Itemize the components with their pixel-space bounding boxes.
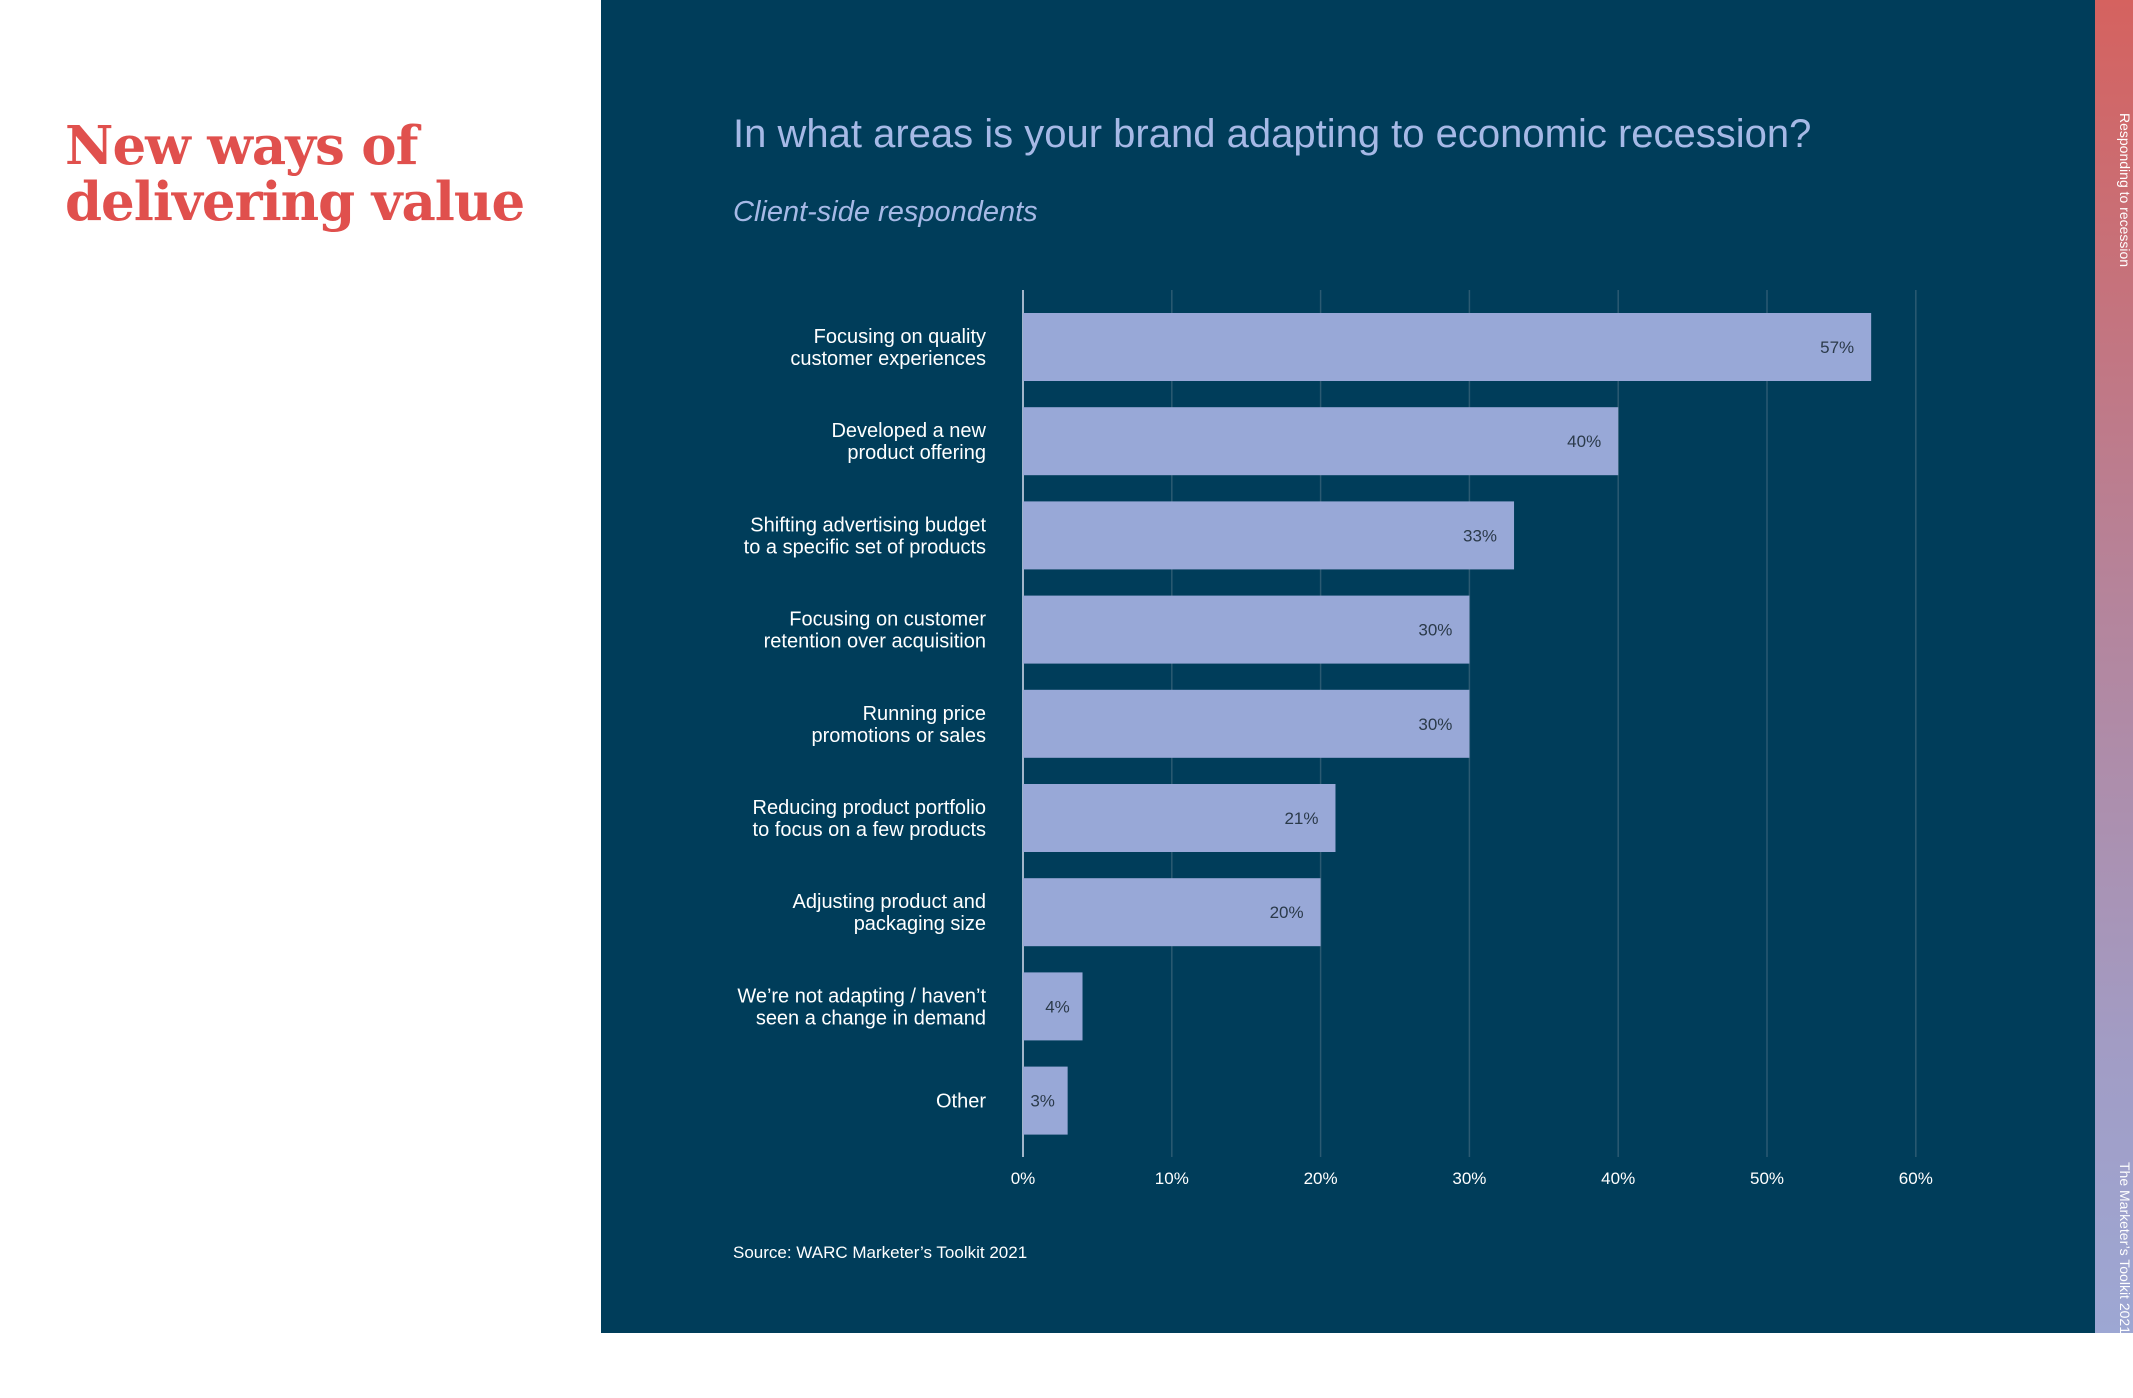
bar bbox=[1023, 407, 1619, 476]
category-label-line: Reducing product portfolio bbox=[753, 797, 986, 819]
category-label-line: Adjusting product and bbox=[793, 891, 986, 913]
bar-value-label: 40% bbox=[1567, 432, 1601, 451]
category-label-line: Shifting advertising budget bbox=[750, 514, 986, 536]
category-label-line: seen a change in demand bbox=[756, 1007, 986, 1029]
bar-value-label: 57% bbox=[1820, 338, 1854, 357]
bar bbox=[1023, 784, 1336, 852]
section-label: Responding to recession bbox=[2117, 112, 2133, 268]
bar bbox=[1023, 595, 1470, 664]
bar-chart: 0% 10% 20% 30% 40% 50% 60% 57% Focusing on quali… bbox=[737, 290, 1933, 1188]
category-label-line: customer experiences bbox=[790, 348, 986, 370]
category-label: We’re not adapting / haven’t seen a chang… bbox=[737, 985, 986, 1029]
bar-value-label: 21% bbox=[1284, 809, 1318, 828]
category-label: Adjusting product and packaging size bbox=[793, 891, 986, 935]
category-label-line: product offering bbox=[847, 442, 986, 464]
bar-value-label: 4% bbox=[1045, 997, 1070, 1016]
category-label-line: retention over acquisition bbox=[764, 631, 986, 653]
source-note: Source: WARC Marketer’s Toolkit 2021 bbox=[733, 1243, 1028, 1262]
chart-panel bbox=[601, 0, 2095, 1333]
bar-value-label: 20% bbox=[1270, 903, 1304, 922]
category-label-line: to a specific set of products bbox=[744, 536, 986, 558]
bar bbox=[1023, 1066, 1068, 1135]
page-heading: New ways of delivering value bbox=[65, 118, 565, 230]
bar bbox=[1023, 313, 1872, 381]
bar bbox=[1023, 972, 1083, 1041]
x-tick-label: 40% bbox=[1601, 1169, 1635, 1188]
bar-value-label: 3% bbox=[1030, 1092, 1055, 1111]
heading-line-2: delivering value bbox=[65, 171, 525, 233]
category-label-line: We’re not adapting / haven’t bbox=[737, 985, 986, 1007]
category-label: Developed a new product offering bbox=[831, 420, 986, 464]
category-label-line: Focusing on quality bbox=[814, 326, 986, 348]
publication-label: The Marketer’s Toolkit 2021 bbox=[2117, 1162, 2133, 1334]
category-label: Running price promotions or sales bbox=[811, 703, 986, 747]
category-label-line: Developed a new bbox=[831, 420, 986, 442]
x-tick-label: 20% bbox=[1304, 1169, 1338, 1188]
bar bbox=[1023, 878, 1321, 947]
category-label: Focusing on customer retention over acqui… bbox=[764, 609, 987, 653]
category-label: Shifting advertising budget to a specific… bbox=[744, 514, 987, 558]
x-tick-label: 0% bbox=[1011, 1169, 1036, 1188]
x-tick-label: 50% bbox=[1750, 1169, 1784, 1188]
bar bbox=[1023, 689, 1470, 758]
chart-title: In what areas is your brand adapting to … bbox=[733, 112, 1812, 156]
category-label-line: Focusing on customer bbox=[789, 609, 986, 631]
category-label: Focusing on quality customer experiences bbox=[790, 326, 986, 370]
bar-value-label: 30% bbox=[1418, 621, 1452, 640]
x-tick-label: 30% bbox=[1452, 1169, 1486, 1188]
left-panel: New ways of delivering value bbox=[0, 0, 601, 1333]
x-tick-label: 60% bbox=[1899, 1169, 1933, 1188]
heading-line-1: New ways of bbox=[65, 115, 418, 177]
category-label-line: Other bbox=[936, 1091, 986, 1113]
side-gradient-bar: Responding to recession The Marketer’s T… bbox=[2095, 0, 2133, 1334]
category-label-line: to focus on a few products bbox=[753, 819, 986, 841]
category-label-line: Running price bbox=[863, 703, 986, 725]
x-tick-label: 10% bbox=[1155, 1169, 1189, 1188]
category-label-line: packaging size bbox=[854, 913, 986, 935]
bar-value-label: 33% bbox=[1463, 526, 1497, 545]
bar bbox=[1023, 501, 1515, 570]
category-label-line: promotions or sales bbox=[811, 725, 986, 747]
category-label: Reducing product portfolio to focus on a … bbox=[753, 797, 986, 841]
chart-subtitle: Client-side respondents bbox=[733, 196, 1038, 228]
category-label: Other bbox=[936, 1091, 986, 1113]
bar-value-label: 30% bbox=[1418, 715, 1452, 734]
